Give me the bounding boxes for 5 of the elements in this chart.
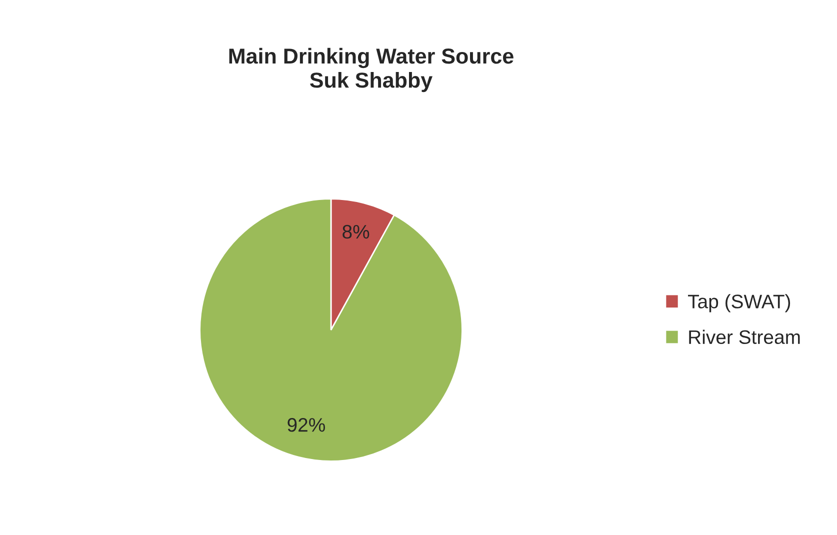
legend-label: River Stream <box>689 330 800 344</box>
data-label: 8% <box>342 224 370 239</box>
chart-title: Main Drinking Water Source Suk Shabby <box>229 48 514 92</box>
data-label: 92% <box>288 418 325 432</box>
legend-label: Tap (SWAT) <box>688 294 790 312</box>
